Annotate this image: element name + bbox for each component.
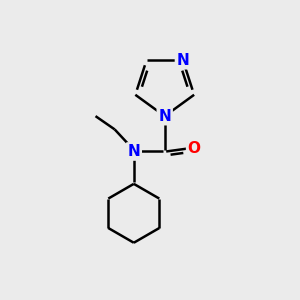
Text: N: N [128, 144, 140, 159]
Text: O: O [188, 141, 201, 156]
Text: N: N [158, 109, 171, 124]
Text: N: N [176, 53, 189, 68]
